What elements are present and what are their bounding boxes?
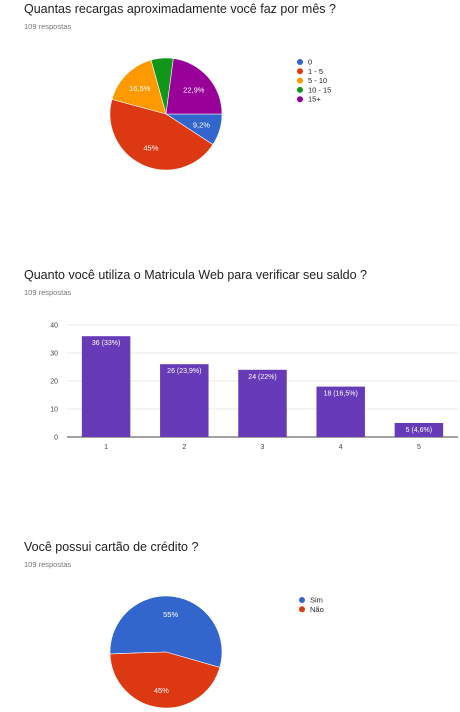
legend-label: 1 - 5	[308, 67, 323, 76]
bar-data-label: 24 (22%)	[248, 374, 276, 381]
legend-label: 10 - 15	[308, 85, 331, 94]
bar	[160, 364, 209, 437]
bar-data-label: 18 (16,5%)	[324, 391, 358, 398]
legend-marker	[297, 77, 303, 84]
pie-slice	[165, 58, 223, 115]
slice-label: 45%	[143, 144, 158, 153]
response-count: 109 respostas	[24, 560, 72, 569]
question-title: Quantas recargas aproximadamente você fa…	[24, 2, 336, 16]
question-2: Quanto você utiliza o Matricula Web para…	[24, 268, 454, 297]
response-count: 109 respostas	[24, 288, 72, 297]
question-title: Você possui cartão de crédito ?	[24, 540, 199, 554]
slice-label: 45%	[154, 686, 169, 695]
bar	[394, 423, 444, 437]
slice-label: 16,5%	[129, 84, 151, 93]
x-tick-label: 1	[104, 444, 108, 451]
question-1: Quantas recargas aproximadamente você fa…	[24, 2, 454, 31]
legend-label: Não	[310, 605, 324, 614]
x-tick-label: 3	[261, 444, 265, 451]
y-tick-label: 0	[54, 435, 58, 442]
slice-label: 9,2%	[193, 121, 210, 130]
legend-marker	[297, 59, 303, 65]
legend-label: 5 - 10	[308, 76, 327, 85]
pie-slice	[111, 59, 167, 115]
pie-slice	[109, 651, 221, 709]
x-tick-label: 4	[339, 444, 343, 451]
legend-label: 0	[308, 58, 312, 67]
slice-label: 22,9%	[183, 86, 205, 95]
y-tick-label: 30	[50, 351, 58, 358]
legend-marker	[299, 606, 305, 613]
bar	[238, 369, 287, 437]
question-3: Você possui cartão de crédito ? 109 resp…	[24, 540, 454, 569]
pie-slice	[109, 99, 214, 171]
bar-data-label: 36 (33%)	[92, 340, 120, 347]
bar-data-label: 5 (4,6%)	[406, 427, 432, 434]
question-title: Quanto você utiliza o Matricula Web para…	[24, 268, 367, 282]
legend-marker	[297, 96, 303, 103]
pie-slice	[109, 595, 223, 668]
bar	[81, 336, 131, 437]
bar-data-label: 26 (23,9%)	[167, 368, 201, 375]
legend-label: 15+	[308, 95, 321, 104]
response-count: 109 respostas	[24, 22, 72, 31]
y-tick-label: 40	[50, 323, 58, 330]
legend-marker	[299, 597, 305, 603]
y-tick-label: 20	[50, 379, 58, 386]
x-tick-label: 2	[182, 444, 186, 451]
bar-chart-matricula-web: 0 10 20 30 40 36 (33%) 1 26 (23,9%) 2 24 (22%) 3 18…	[50, 323, 458, 451]
legend-marker	[297, 68, 303, 75]
slice-label: 55%	[163, 610, 178, 619]
x-tick-label: 5	[417, 444, 421, 451]
legend-label: Sim	[310, 596, 323, 605]
y-tick-label: 10	[50, 407, 58, 414]
legend-marker	[297, 86, 303, 93]
bar	[316, 386, 365, 437]
